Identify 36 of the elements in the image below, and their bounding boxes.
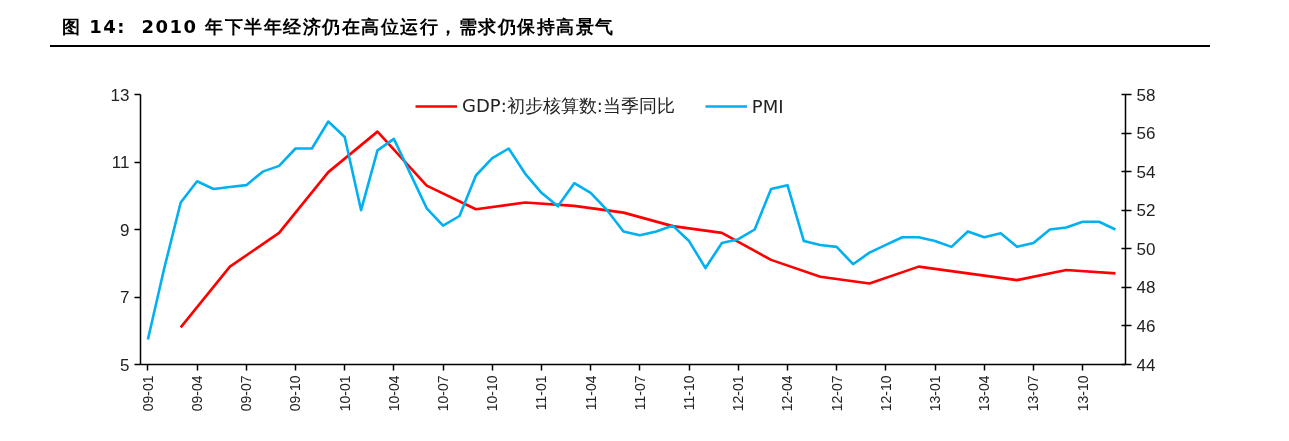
y2-tick-label: 54 <box>1136 162 1156 182</box>
y-tick-label: 7 <box>120 288 130 307</box>
y2-tick-label: 56 <box>1136 124 1156 144</box>
legend-label: PMI <box>751 95 784 117</box>
x-tick-label: 11-10 <box>681 375 698 411</box>
x-tick-label: 12-01 <box>730 375 747 412</box>
x-tick-label: 13-01 <box>927 375 944 412</box>
y2-tick-label: 58 <box>1136 85 1156 105</box>
y-tick-label: 11 <box>111 153 130 172</box>
x-tick-label: 12-10 <box>877 375 894 412</box>
x-tick-label: 09-04 <box>189 375 206 412</box>
y-tick-label: 5 <box>120 355 130 375</box>
x-tick-label: 09-07 <box>238 375 255 412</box>
x-tick-label: 09-01 <box>139 375 156 412</box>
x-tick-label: 12-04 <box>779 375 796 412</box>
x-tick-label: 10-07 <box>435 375 452 412</box>
x-tick-label: 11-07 <box>631 375 648 411</box>
y-tick-label: 9 <box>120 220 130 240</box>
x-tick-label: 11-04 <box>582 375 599 411</box>
x-tick-label: 09-10 <box>287 375 304 412</box>
x-tick-label: 10-04 <box>385 375 402 412</box>
y2-tick-label: 44 <box>1136 355 1156 375</box>
x-tick-label: 13-07 <box>1025 375 1042 412</box>
x-tick-label: 13-04 <box>976 375 993 412</box>
y2-tick-label: 48 <box>1136 278 1156 298</box>
x-tick-label: 13-10 <box>1074 375 1091 412</box>
x-tick-label: 12-07 <box>828 375 845 412</box>
y2-tick-label: 52 <box>1136 201 1156 221</box>
y2-tick-label: 46 <box>1136 316 1156 336</box>
y-tick-label: 13 <box>110 85 130 105</box>
x-tick-label: 10-01 <box>336 375 353 412</box>
x-tick-label: 11-01 <box>533 375 550 411</box>
y2-tick-label: 50 <box>1136 239 1156 259</box>
x-tick-label: 10-10 <box>484 375 501 412</box>
legend-label: GDP:初步核算数:当季同比 <box>462 94 675 118</box>
chart-title: 图 14: 2010 年下半年经济仍在高位运行，需求仍保持高景气 <box>62 15 615 39</box>
